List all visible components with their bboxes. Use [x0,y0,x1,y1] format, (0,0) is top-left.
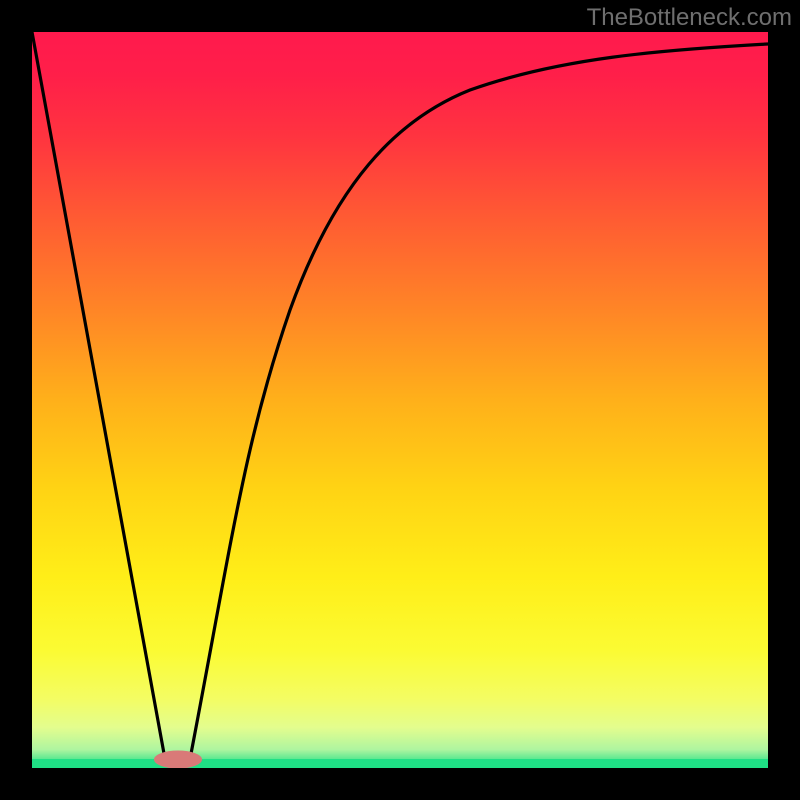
watermark-text: TheBottleneck.com [587,4,792,32]
bottleneck-chart [0,0,800,800]
plot-gradient-area [32,32,768,768]
chart-container: { "watermark": { "text": "TheBottleneck.… [0,0,800,800]
bottleneck-marker [154,751,202,769]
baseline-band [32,759,768,768]
